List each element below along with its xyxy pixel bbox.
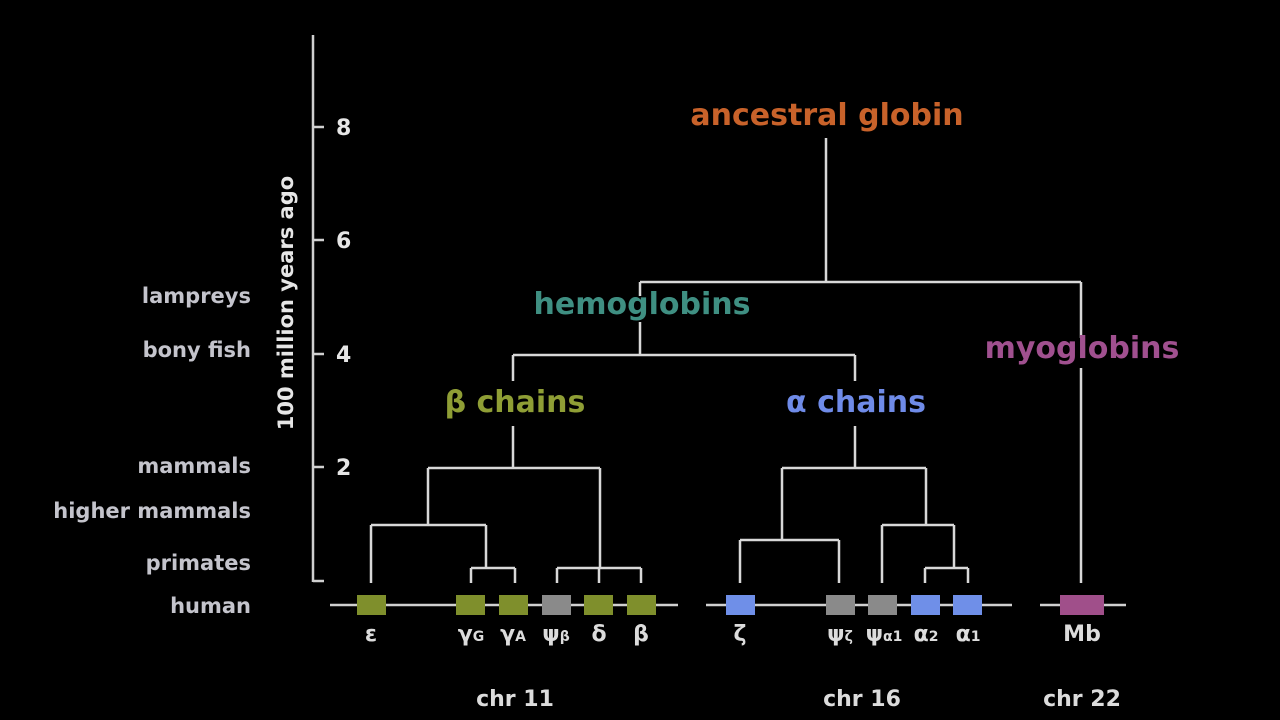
gene-box-psi-zeta bbox=[826, 595, 855, 615]
gene-label-delta: δ bbox=[591, 622, 606, 647]
gene-box-alpha2 bbox=[911, 595, 940, 615]
era-higher-mammals: higher mammals bbox=[53, 499, 251, 523]
gene-label-psi-alpha1: ψα1 bbox=[866, 622, 903, 647]
era-bony-fish: bony fish bbox=[143, 338, 251, 362]
gene-box-psi-beta bbox=[542, 595, 571, 615]
tick-label-8: 8 bbox=[336, 116, 351, 141]
gene-box-beta bbox=[627, 595, 656, 615]
hemoglobins-label: hemoglobins bbox=[534, 287, 751, 322]
tick-label-4: 4 bbox=[336, 343, 351, 368]
branch-alpha-left bbox=[740, 540, 839, 583]
branch-alpha-chains bbox=[782, 426, 926, 540]
time-axis: 8 6 4 2 100 million years ago bbox=[274, 35, 351, 582]
phylogenetic-tree bbox=[371, 138, 1081, 583]
beta-chains-label: β chains bbox=[445, 385, 586, 420]
gene-box-alpha1 bbox=[953, 595, 982, 615]
gene-label-beta: β bbox=[633, 622, 649, 647]
gene-label-psi-zeta: ψζ bbox=[827, 622, 853, 647]
branch-hemoglobins bbox=[513, 322, 855, 381]
gene-label-epsilon: ε bbox=[365, 622, 377, 647]
myoglobins-label: myoglobins bbox=[985, 331, 1180, 366]
gene-label-gamma-g: γG bbox=[458, 622, 485, 647]
branch-beta-chains bbox=[428, 426, 600, 568]
gene-label-psi-beta: ψβ bbox=[542, 622, 570, 647]
gene-box-epsilon bbox=[357, 595, 386, 615]
gene-box-gamma-g bbox=[456, 595, 485, 615]
tick-label-6: 6 bbox=[336, 229, 351, 254]
gene-label-alpha2: α2 bbox=[914, 622, 939, 647]
ancestral-globin-label: ancestral globin bbox=[690, 98, 963, 133]
group-labels: ancestral globin hemoglobins myoglobins … bbox=[445, 98, 1180, 420]
alpha-chains-label: α chains bbox=[786, 385, 926, 420]
gene-box-psi-alpha1 bbox=[868, 595, 897, 615]
axis-title: 100 million years ago bbox=[274, 176, 298, 430]
chr22-label: chr 22 bbox=[1043, 687, 1121, 712]
gene-box-delta bbox=[584, 595, 613, 615]
tick-label-2: 2 bbox=[336, 456, 351, 481]
era-human: human bbox=[170, 594, 251, 618]
gene-label-zeta: ζ bbox=[734, 622, 747, 647]
gene-box-mb bbox=[1060, 595, 1104, 615]
gene-box-gamma-a bbox=[499, 595, 528, 615]
gene-label-mb: Mb bbox=[1063, 622, 1101, 647]
era-labels: lampreys bony fish mammals higher mammal… bbox=[53, 284, 251, 618]
gene-box-zeta bbox=[726, 595, 755, 615]
era-mammals: mammals bbox=[137, 454, 251, 478]
branch-beta-left bbox=[371, 525, 515, 583]
chr11-label: chr 11 bbox=[476, 687, 554, 712]
branch-beta-right bbox=[557, 568, 641, 583]
chromosome-labels: chr 11 chr 16 chr 22 bbox=[476, 687, 1121, 712]
era-primates: primates bbox=[146, 551, 251, 575]
gene-label-gamma-a: γA bbox=[500, 622, 526, 647]
branch-alpha-right bbox=[882, 525, 968, 583]
chr16-label: chr 16 bbox=[823, 687, 901, 712]
gene-labels: ε γG γA ψβ δ β ζ ψζ ψα1 α2 α1 Mb bbox=[365, 622, 1101, 647]
gene-label-alpha1: α1 bbox=[956, 622, 981, 647]
era-lampreys: lampreys bbox=[142, 284, 251, 308]
